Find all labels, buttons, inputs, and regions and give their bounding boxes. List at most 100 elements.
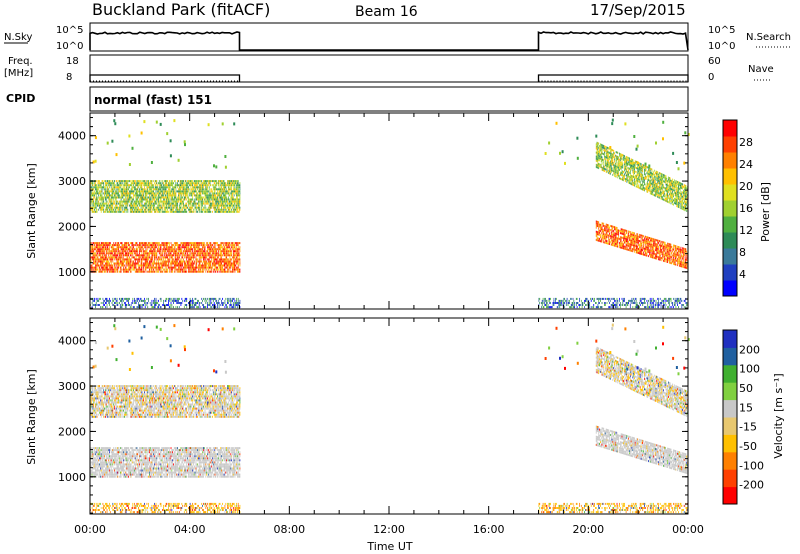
power-cell [184,270,186,273]
power-cell [129,244,130,247]
power-cell [124,270,126,273]
power-cell [189,256,191,259]
power-cell [108,182,110,185]
power-cell [225,250,227,253]
power-cell [222,264,223,267]
power-cell [211,194,213,197]
power-cell [115,244,117,247]
power-cell [226,242,228,245]
power-cell [168,304,169,306]
power-cell [97,200,99,203]
power-cell [124,192,126,195]
power-cell [159,184,161,187]
power-cell [194,190,196,193]
power-cell [217,200,219,203]
power-cell [178,192,179,195]
power-cell [192,190,194,193]
power-cell [102,206,104,209]
power-cell [107,208,109,211]
power-cell [104,260,105,263]
power-cell [222,206,224,209]
power-cell [217,202,219,205]
power-cell [211,266,213,269]
power-cell [134,182,135,185]
power-cell [144,264,145,267]
power-cell [217,256,218,259]
power-cell [151,246,153,249]
power-cell [171,210,173,213]
power-cell [114,248,115,251]
power-cell [167,210,169,213]
power-cell [190,262,192,265]
power-cell [206,190,208,193]
power-cell [110,262,112,265]
power-cell [538,297,540,300]
power-cell [107,204,109,207]
power-cell [208,266,210,269]
power-cell [239,302,241,304]
power-cell [229,184,231,187]
power-cell [236,250,238,253]
power-cell [188,208,189,211]
power-cell [219,210,221,213]
power-cell [182,210,184,213]
power-cell [195,248,197,251]
power-cell [166,246,168,249]
power-cell [239,260,241,263]
power-cell [230,206,232,209]
power-cell [100,256,101,259]
power-cell [191,184,193,187]
power-cell [174,200,176,203]
power-cell [180,180,182,183]
power-cell [189,184,191,187]
power-cell [223,206,225,209]
power-cell [199,268,201,271]
power-cell [172,208,174,211]
power-cell [175,194,177,197]
power-cell [132,299,134,302]
power-cell [96,246,98,249]
power-cell [226,190,228,193]
power-cell [105,256,107,259]
power-cell [129,304,130,306]
power-cell [114,244,116,247]
power-cell [549,302,551,304]
power-cell [168,262,169,265]
power-cell [184,196,186,199]
power-cell [140,192,142,195]
power-cell [218,254,220,257]
power-cell [131,198,133,201]
power-cell [199,306,201,309]
power-cell [143,254,145,257]
power-cell [110,256,112,259]
power-cell [188,248,190,251]
power-cell [185,182,187,185]
power-cell [119,182,121,185]
power-cell [154,260,155,263]
power-cell [98,270,100,273]
power-cell [115,206,117,209]
power-cell [126,270,128,273]
power-cell [132,260,134,263]
power-cell [177,306,179,309]
power-cell [221,244,223,247]
power-cell [165,184,167,187]
power-cell [237,306,238,309]
power-cell [119,200,121,203]
power-cell [167,242,169,245]
power-cell [139,264,140,267]
power-cell [148,264,149,267]
power-cell [152,184,154,187]
power-cell [196,250,198,253]
power-cell [168,198,170,201]
power-cell [141,268,143,271]
power-cell [98,299,100,302]
power-cell [235,268,237,271]
power-cell [227,297,228,300]
power-cell [211,202,213,205]
power-cell [180,200,182,203]
power-cell [227,200,228,203]
power-cell [199,256,201,259]
power-cell [231,258,233,261]
power-cell [221,299,223,302]
